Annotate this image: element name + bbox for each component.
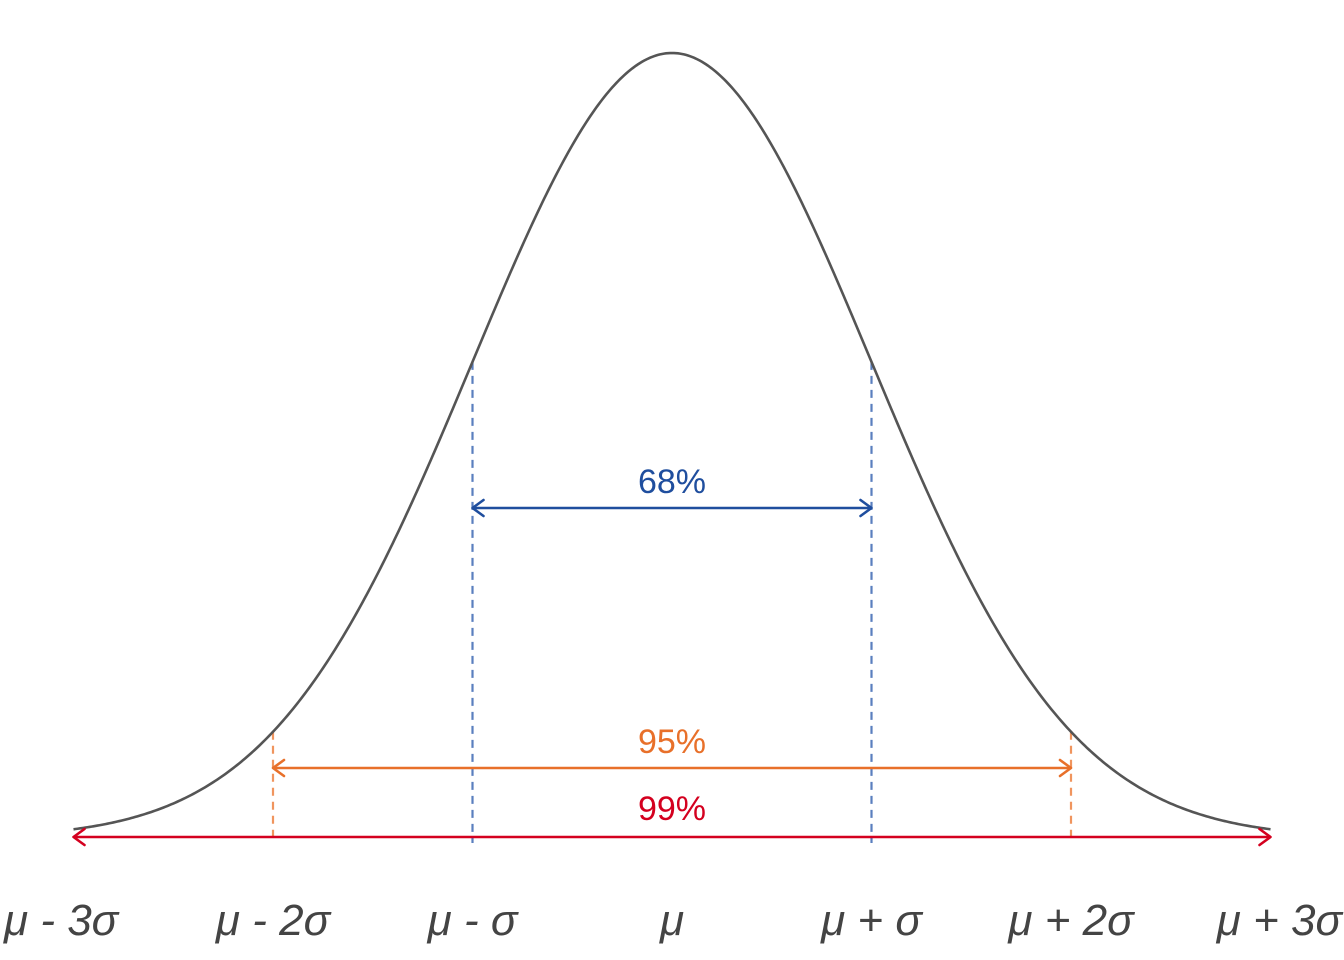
axis-label-mu-minus-3-sigma: μ - 3σ <box>3 896 120 945</box>
range-95: 95% <box>271 723 1073 778</box>
range-68-label: 68% <box>638 463 706 501</box>
bell-curve <box>73 51 1271 831</box>
range-99-arrow-left-head <box>72 827 86 847</box>
range-95-arrow-right-head <box>1058 758 1073 778</box>
axis-label-mu-minus-sigma: μ - σ <box>427 896 519 945</box>
range-99-label: 99% <box>638 790 706 828</box>
range-99: 99% <box>72 790 1272 847</box>
axis-label-mu-minus-2-sigma: μ - 2σ <box>215 896 332 945</box>
range-68-arrow-left-head <box>471 498 485 518</box>
range-68-arrow-right-head <box>859 498 873 518</box>
range-99-arrow-right-head <box>1258 827 1272 847</box>
axis-label-mu: μ <box>659 896 684 945</box>
axis-label-mu-plus-2-sigma: μ + 2σ <box>1007 896 1135 945</box>
axis-labels: μ - 3σ μ - 2σ μ - σ μ μ + σ μ + 2σ μ + 3… <box>3 896 1343 945</box>
axis-label-mu-plus-3-sigma: μ + 3σ <box>1216 896 1344 945</box>
axis-label-mu-plus-sigma: μ + σ <box>820 896 923 945</box>
guide-lines <box>271 361 1073 843</box>
range-95-label: 95% <box>638 723 706 761</box>
range-68: 68% <box>471 463 873 518</box>
range-95-arrow-left-head <box>271 758 286 778</box>
